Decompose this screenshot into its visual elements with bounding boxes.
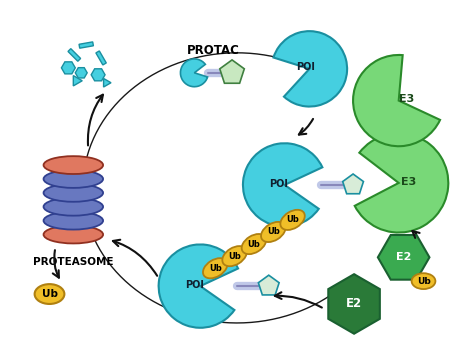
Text: Ub: Ub [286,215,299,224]
Text: POI: POI [296,62,315,72]
Ellipse shape [411,273,436,289]
Polygon shape [328,274,380,334]
Polygon shape [220,60,244,83]
Text: Ub: Ub [417,277,430,285]
Ellipse shape [280,210,305,230]
Polygon shape [104,79,111,87]
Ellipse shape [44,184,103,202]
Polygon shape [258,275,279,295]
FancyBboxPatch shape [79,42,93,48]
Text: E3: E3 [399,94,414,104]
Text: Ub: Ub [267,228,280,237]
Text: PROTEASOME: PROTEASOME [33,257,114,267]
FancyBboxPatch shape [96,51,106,65]
Ellipse shape [44,156,103,174]
Text: Ub: Ub [209,264,221,273]
Wedge shape [273,31,347,106]
Polygon shape [75,68,87,78]
Polygon shape [343,174,364,194]
Text: E2: E2 [346,297,362,311]
Text: PROTAC: PROTAC [187,44,240,58]
Ellipse shape [222,246,247,266]
Wedge shape [243,143,322,227]
Text: POI: POI [185,280,204,290]
Polygon shape [378,235,429,280]
Text: E3: E3 [401,177,416,187]
Ellipse shape [242,234,266,254]
Wedge shape [353,55,440,146]
Ellipse shape [203,258,228,278]
Wedge shape [355,133,448,232]
Text: Ub: Ub [247,239,260,248]
Ellipse shape [44,198,103,216]
Ellipse shape [261,222,285,242]
Ellipse shape [44,212,103,230]
Text: Ub: Ub [228,252,241,261]
Polygon shape [91,69,105,81]
Text: POI: POI [269,179,288,189]
Ellipse shape [44,225,103,244]
Wedge shape [159,244,238,328]
Ellipse shape [35,284,64,304]
FancyBboxPatch shape [68,49,81,61]
Text: Ub: Ub [42,289,57,299]
Text: E2: E2 [396,252,411,262]
Ellipse shape [44,170,103,188]
Polygon shape [62,62,75,74]
Wedge shape [181,59,208,87]
Polygon shape [73,76,82,86]
